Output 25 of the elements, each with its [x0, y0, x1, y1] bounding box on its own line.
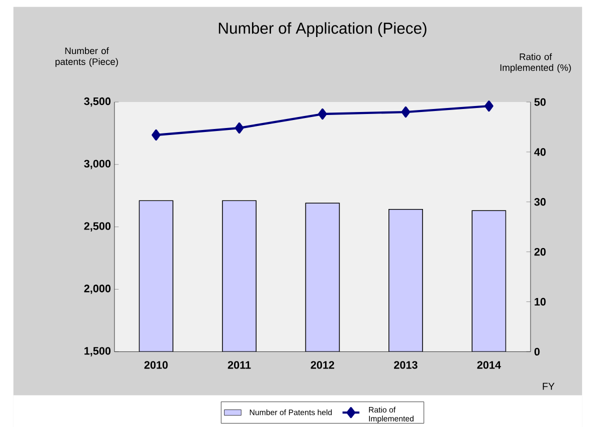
point — [401, 106, 410, 118]
point — [318, 108, 327, 120]
y2-tick-label: 20 — [534, 248, 546, 256]
y2-axis-title: Ratio of Implemented (%) — [500, 53, 571, 73]
x-tick-label: 2010 — [144, 361, 168, 369]
x-tick-label: 2011 — [228, 361, 251, 369]
y2-tick-label: 40 — [534, 148, 546, 156]
y-tick-label: 3,500 — [84, 97, 111, 107]
chart-title: Number of Application (Piece) — [218, 22, 426, 38]
y2-tick-label: 30 — [534, 198, 546, 206]
point — [484, 100, 494, 112]
y2-tick-label: 10 — [534, 298, 546, 306]
x-tick-label: 2014 — [477, 361, 501, 369]
y-tick-label: 1,500 — [84, 347, 111, 356]
y-tick-label: 3,000 — [84, 160, 111, 170]
x-axis-title: FY — [542, 382, 554, 390]
y-tick-label: 2,500 — [84, 222, 111, 232]
y-tick-label: 2,000 — [84, 284, 111, 294]
y-axis-title: Number of patents (Piece) — [56, 47, 118, 67]
x-tick-label: 2013 — [394, 361, 418, 369]
y2-tick-label: 50 — [534, 98, 546, 106]
point — [152, 130, 160, 141]
x-tick-label: 2012 — [310, 361, 334, 369]
point — [234, 122, 244, 134]
y2-tick-label: 0 — [534, 348, 540, 356]
